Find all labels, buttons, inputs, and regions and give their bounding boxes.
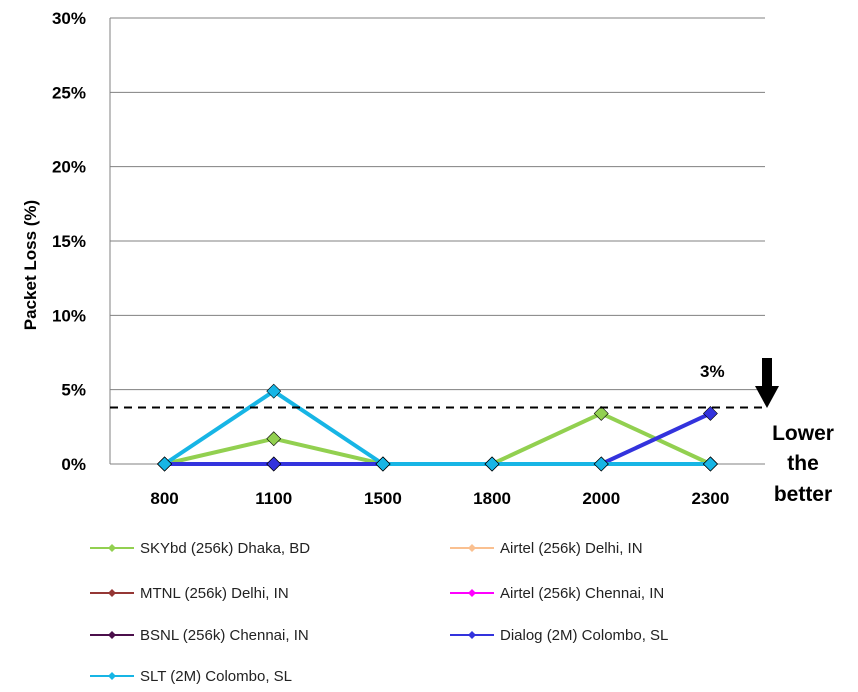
legend-swatch-marker	[108, 544, 116, 552]
series-markers	[157, 406, 718, 472]
x-tick-label: 1500	[364, 489, 402, 508]
legend-item: BSNL (256k) Chennai, IN	[90, 627, 309, 644]
data-point	[266, 383, 282, 399]
x-tick-label: 1800	[473, 489, 511, 508]
legend-label: BSNL (256k) Chennai, IN	[140, 627, 309, 644]
x-tick-label: 2000	[582, 489, 620, 508]
y-axis-ticks: 0% 5% 10% 15% 20% 25% 30%	[52, 9, 86, 474]
y-axis-label: Packet Loss (%)	[21, 200, 40, 330]
data-point	[702, 456, 718, 472]
y-tick-label: 20%	[52, 158, 86, 177]
y-tick-label: 0%	[61, 455, 86, 474]
series-line	[163, 389, 711, 466]
legend-label: MTNL (256k) Delhi, IN	[140, 585, 289, 602]
data-point	[484, 456, 500, 472]
y-tick-label: 15%	[52, 232, 86, 251]
data-point	[593, 406, 609, 421]
legend-item: Airtel (256k) Delhi, IN	[450, 540, 643, 557]
series-markers	[157, 383, 718, 472]
y-tick-label: 30%	[52, 9, 86, 28]
series-group	[164, 411, 712, 466]
x-axis-ticks: 800 1100 1500 1800 2000 2300	[150, 489, 729, 508]
legend-swatch-marker	[468, 589, 476, 597]
legend-item: Dialog (2M) Colombo, SL	[450, 627, 668, 644]
legend-swatch-marker	[108, 589, 116, 597]
legend-label: Airtel (256k) Delhi, IN	[500, 540, 643, 557]
legend-item: MTNL (256k) Delhi, IN	[90, 585, 289, 602]
legend-swatch-marker	[108, 672, 116, 680]
data-point	[266, 456, 282, 472]
legend-label: SLT (2M) Colombo, SL	[140, 668, 292, 685]
series-line	[164, 411, 712, 466]
legend-label: Dialog (2M) Colombo, SL	[500, 627, 668, 644]
x-tick-label: 1100	[255, 489, 292, 508]
annotation-line-1: Lower	[772, 422, 834, 445]
data-point	[157, 456, 173, 472]
series-line	[164, 411, 712, 466]
series-markers	[157, 406, 718, 472]
annotation-line-2: the	[787, 452, 819, 475]
data-point	[375, 456, 391, 472]
grid-lines	[109, 17, 765, 465]
data-point	[593, 456, 609, 472]
threshold-label: 3%	[700, 362, 725, 381]
annotation-line-3: better	[774, 483, 832, 506]
series-group	[163, 389, 711, 466]
legend-label: SKYbd (256k) Dhaka, BD	[140, 540, 310, 557]
legend-swatch-marker	[108, 631, 116, 639]
x-tick-label: 2300	[692, 489, 730, 508]
x-tick-label: 800	[150, 489, 178, 508]
legend-swatch-marker	[468, 631, 476, 639]
y-tick-label: 25%	[52, 83, 86, 102]
legend: SKYbd (256k) Dhaka, BD Airtel (256k) Delh…	[90, 540, 668, 685]
y-tick-label: 10%	[52, 306, 86, 325]
y-tick-label: 5%	[61, 381, 86, 400]
legend-item: Airtel (256k) Chennai, IN	[450, 585, 664, 602]
data-point	[702, 406, 718, 421]
legend-item: SLT (2M) Colombo, SL	[90, 668, 292, 685]
down-arrow-icon	[755, 358, 779, 408]
data-point	[266, 431, 282, 447]
series-lines	[157, 383, 718, 472]
legend-label: Airtel (256k) Chennai, IN	[500, 585, 664, 602]
series-group	[164, 411, 712, 466]
legend-item: SKYbd (256k) Dhaka, BD	[90, 540, 310, 557]
legend-swatch-marker	[468, 544, 476, 552]
